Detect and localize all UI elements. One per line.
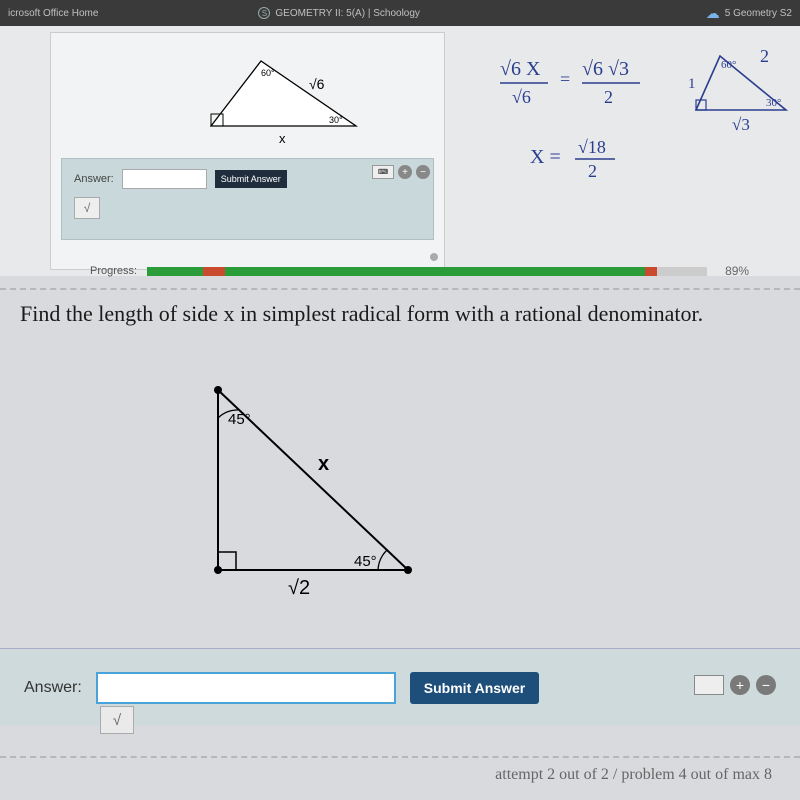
svg-text:2: 2 [588,161,597,181]
mini-controls: ⌨ + − [372,165,430,179]
tab-schoology[interactable]: S GEOMETRY II: 5(A) | Schoology [258,7,420,19]
input-controls: + − [694,675,776,695]
triangle-30-60-90: 60° 30° √6 x [201,51,371,146]
tab-geometry-s2[interactable]: ☁ 5 Geometry S2 [706,5,792,22]
svg-text:√6 X: √6 X [500,58,541,80]
tab-label: 5 Geometry S2 [725,8,792,19]
svg-text:=: = [560,69,570,89]
divider-bottom [0,756,800,758]
submit-button-main[interactable]: Submit Answer [410,672,539,704]
hypotenuse-label: √6 [309,76,325,92]
handwritten-work: √6 X √6 = √6 √3 2 [500,55,660,130]
tab-label: GEOMETRY II: 5(A) | Schoology [275,8,420,19]
angle-br: 45° [354,553,377,570]
angle-30: 30° [329,115,343,125]
answer-input-main[interactable] [96,672,396,704]
sqrt-button-main[interactable]: √ [100,706,134,734]
handwritten-result: X = √18 2 [530,135,650,190]
tab-office[interactable]: icrosoft Office Home [8,8,98,19]
scroll-indicator [430,253,438,261]
svg-text:60°: 60° [721,59,736,71]
cloud-icon: ☁ [706,5,720,22]
progress-label: Progress: [90,265,137,277]
hypotenuse-x: x [318,453,329,475]
tab-label: icrosoft Office Home [8,8,98,19]
top-section: 60° 30° √6 x Answer: Submit Answer √ ⌨ +… [0,26,800,276]
schoology-icon: S [258,7,270,19]
svg-text:√3: √3 [732,115,750,134]
question-text: Find the length of side x in simplest ra… [20,300,780,329]
svg-text:2: 2 [760,48,769,66]
handwritten-triangle: 1 2 60° 30° √3 [688,48,793,138]
progress-percent: 89% [725,264,749,278]
svg-text:X =: X = [530,146,561,168]
svg-text:√18: √18 [578,137,606,157]
question-area: Find the length of side x in simplest ra… [20,300,780,329]
keyboard-icon[interactable]: ⌨ [372,165,394,179]
base-sqrt2: √2 [288,577,310,599]
answer-label: Answer: [74,173,114,185]
attempt-counter: attempt 2 out of 2 / problem 4 out of ma… [495,766,772,784]
answer-panel-main: Answer: Submit Answer √ + − [0,648,800,726]
previous-problem-card: 60° 30° √6 x Answer: Submit Answer √ ⌨ +… [50,32,445,270]
plus-icon[interactable]: + [730,675,750,695]
progress-row: Progress: 89% [90,264,749,278]
plus-icon[interactable]: + [398,165,412,179]
svg-text:2: 2 [604,87,613,107]
base-label: x [279,131,286,146]
svg-text:√6 √3: √6 √3 [582,58,629,80]
submit-button-small[interactable]: Submit Answer [215,170,287,188]
answer-label-main: Answer: [24,679,82,697]
angle-top: 45° [228,411,251,428]
svg-text:30°: 30° [766,97,781,109]
sqrt-button-small[interactable]: √ [74,197,100,219]
angle-60: 60° [261,68,275,78]
divider-top [0,288,800,290]
answer-input-small[interactable] [122,169,207,189]
keyboard-icon[interactable] [694,675,724,695]
minus-icon[interactable]: − [416,165,430,179]
triangle-45-45-90: 45° 45° x √2 [198,370,438,600]
svg-text:√6: √6 [512,87,531,107]
svg-text:1: 1 [688,76,696,92]
browser-tab-bar: icrosoft Office Home S GEOMETRY II: 5(A)… [0,0,800,26]
minus-icon[interactable]: − [756,675,776,695]
progress-bar [147,267,707,276]
